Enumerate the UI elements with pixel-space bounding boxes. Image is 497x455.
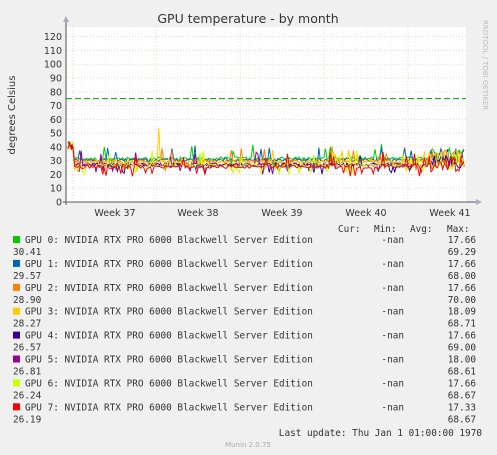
legend-max-value: 69.00 xyxy=(448,343,477,354)
legend-cur-value: -nan xyxy=(381,378,404,389)
legend-header-cur: Cur: xyxy=(338,224,361,235)
munin-version: Munin 2.0.75 xyxy=(225,441,271,449)
legend-cur-value: -nan xyxy=(381,402,404,413)
legend-min-value: 17.66 xyxy=(448,283,477,294)
legend-min-value: 18.00 xyxy=(448,355,477,366)
legend-min-value: 17.66 xyxy=(448,331,477,342)
legend-series-name: GPU 4: NVIDIA RTX PRO 6000 Blackwell Ser… xyxy=(25,331,313,342)
legend-cur-value: -nan xyxy=(381,259,404,270)
legend-avg-value: 29.57 xyxy=(13,271,41,282)
legend-cur-value: -nan xyxy=(381,355,404,366)
legend-max-value: 68.71 xyxy=(448,319,477,330)
last-update: Last update: Thu Jan 1 01:00:00 1970 xyxy=(279,428,483,439)
legend-max-value: 68.67 xyxy=(448,390,476,401)
legend-max-value: 68.67 xyxy=(448,414,476,425)
legend-cur-value: -nan xyxy=(381,283,404,294)
legend-series-name: GPU 2: NVIDIA RTX PRO 6000 Blackwell Ser… xyxy=(25,283,313,294)
x-tick-label: Week 41 xyxy=(429,208,470,219)
legend-swatch xyxy=(13,331,20,339)
legend-avg-value: 28.90 xyxy=(13,295,42,306)
legend: Cur: Min: Avg: Max: GPU 0: NVIDIA RTX PR… xyxy=(13,224,476,425)
y-tick-label: 60 xyxy=(50,115,62,126)
legend-header-min: Min: xyxy=(374,224,397,235)
y-axis-label: degrees Celsius xyxy=(7,76,18,155)
y-tick-label: 20 xyxy=(50,170,62,181)
x-tick-label: Week 37 xyxy=(94,208,135,219)
y-tick-label: 100 xyxy=(44,60,62,71)
x-tick-label: Week 39 xyxy=(261,208,302,219)
grid xyxy=(66,27,466,202)
legend-avg-value: 26.19 xyxy=(13,414,42,425)
series-line xyxy=(67,141,465,177)
legend-avg-value: 26.57 xyxy=(13,343,41,354)
x-tick-label: Week 40 xyxy=(345,208,386,219)
y-tick-label: 80 xyxy=(50,87,62,98)
y-tick-label: 70 xyxy=(50,101,62,112)
legend-cur-value: -nan xyxy=(381,331,404,342)
legend-swatch xyxy=(13,379,20,387)
x-axis-arrow-icon xyxy=(476,199,482,205)
y-axis-arrow-icon xyxy=(63,16,69,22)
legend-series-name: GPU 1: NVIDIA RTX PRO 6000 Blackwell Ser… xyxy=(25,259,313,270)
legend-max-value: 68.00 xyxy=(448,271,477,282)
legend-max-value: 70.00 xyxy=(448,295,477,306)
legend-max-value: 68.61 xyxy=(448,367,477,378)
legend-swatch xyxy=(13,307,20,315)
y-tick-label: 0 xyxy=(56,198,62,209)
legend-swatch xyxy=(13,355,20,363)
series-lines xyxy=(67,127,465,177)
x-tick-label: Week 38 xyxy=(177,208,218,219)
legend-series-name: GPU 0: NVIDIA RTX PRO 6000 Blackwell Ser… xyxy=(25,235,313,246)
legend-avg-value: 28.27 xyxy=(13,319,41,330)
y-tick-label: 40 xyxy=(50,142,62,153)
y-tick-label: 90 xyxy=(50,73,62,84)
legend-min-value: 17.66 xyxy=(448,378,477,389)
legend-avg-value: 30.41 xyxy=(13,247,42,258)
legend-min-value: 17.66 xyxy=(448,259,477,270)
x-tick-labels: Week 37 Week 38 Week 39 Week 40 Week 41 xyxy=(94,208,470,219)
legend-avg-value: 26.24 xyxy=(13,390,42,401)
legend-swatch xyxy=(13,403,20,411)
legend-series-name: GPU 5: NVIDIA RTX PRO 6000 Blackwell Ser… xyxy=(25,355,313,366)
legend-header-max: Max: xyxy=(447,224,470,235)
plot-area xyxy=(66,27,466,202)
y-tick-label: 50 xyxy=(50,129,62,140)
legend-min-value: 17.66 xyxy=(448,235,477,246)
y-tick-label: 120 xyxy=(44,32,62,43)
legend-series-name: GPU 3: NVIDIA RTX PRO 6000 Blackwell Ser… xyxy=(25,307,313,318)
legend-swatch xyxy=(13,283,20,291)
y-tick-labels: 0 10 20 30 40 50 60 70 80 90 100 110 120 xyxy=(44,32,62,208)
chart-title: GPU temperature - by month xyxy=(157,11,338,26)
legend-cur-value: -nan xyxy=(381,307,404,318)
legend-max-value: 69.29 xyxy=(448,247,477,258)
legend-min-value: 17.33 xyxy=(448,402,476,413)
rrdtool-credit: RRDTOOL / TOBI OETIKER xyxy=(481,20,489,110)
legend-swatch xyxy=(13,259,20,267)
y-tick-label: 10 xyxy=(50,184,62,195)
legend-header-avg: Avg: xyxy=(410,224,433,235)
legend-series-name: GPU 6: NVIDIA RTX PRO 6000 Blackwell Ser… xyxy=(25,378,313,389)
legend-series-name: GPU 7: NVIDIA RTX PRO 6000 Blackwell Ser… xyxy=(25,402,313,413)
legend-avg-value: 26.81 xyxy=(13,367,42,378)
series-line xyxy=(67,142,465,170)
legend-cur-value: -nan xyxy=(381,235,404,246)
y-tick-label: 30 xyxy=(50,156,62,167)
legend-min-value: 18.09 xyxy=(448,307,477,318)
legend-swatch xyxy=(13,236,20,243)
y-tick-label: 110 xyxy=(44,46,62,57)
